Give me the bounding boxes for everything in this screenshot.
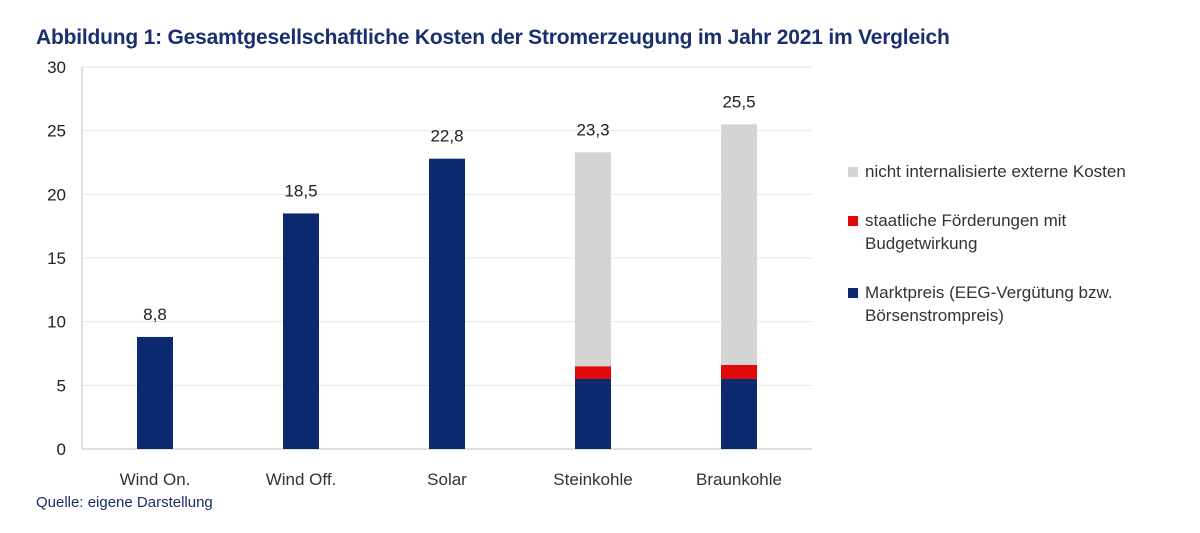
x-tick-label: Wind On. bbox=[120, 470, 191, 489]
y-tick-label: 5 bbox=[57, 376, 66, 395]
data-label: 23,3 bbox=[576, 120, 609, 139]
legend-label: nicht internalisierte externe Kosten bbox=[865, 162, 1126, 181]
legend-swatch bbox=[848, 288, 858, 298]
legend-item-extern: nicht internalisierte externe Kosten bbox=[848, 160, 1178, 183]
data-label: 22,8 bbox=[430, 127, 463, 146]
bar-marktpreis bbox=[429, 158, 465, 449]
x-tick-label: Steinkohle bbox=[553, 470, 632, 489]
bar-marktpreis bbox=[283, 213, 319, 449]
data-label: 18,5 bbox=[284, 181, 317, 200]
bar-marktpreis bbox=[575, 378, 611, 449]
chart-legend: nicht internalisierte externe Kosten staa… bbox=[848, 160, 1178, 353]
chart-title: Abbildung 1: Gesamtgesellschaftliche Kos… bbox=[36, 26, 950, 49]
x-tick-label: Wind Off. bbox=[266, 470, 337, 489]
y-tick-label: 25 bbox=[47, 122, 66, 141]
bar-chart: 0 5 10 15 20 25 30 8,8 Wind On. 18,5 Wind Off. 22,8… bbox=[47, 58, 812, 489]
bar-extern bbox=[721, 124, 757, 365]
x-tick-label: Braunkohle bbox=[696, 470, 782, 489]
y-tick-label: 30 bbox=[47, 58, 66, 77]
y-tick-label: 15 bbox=[47, 249, 66, 268]
data-label: 8,8 bbox=[143, 305, 167, 324]
y-tick-label: 20 bbox=[47, 185, 66, 204]
y-tick-label: 10 bbox=[47, 313, 66, 332]
x-tick-label: Solar bbox=[427, 470, 467, 489]
bar-marktpreis bbox=[721, 378, 757, 449]
source-note: Quelle: eigene Darstellung bbox=[36, 494, 213, 511]
legend-item-foerderung: staatliche Förderungen mit Budgetwirkung bbox=[848, 209, 1178, 255]
bar-foerderung bbox=[721, 364, 757, 379]
legend-item-marktpreis: Marktpreis (EEG-Vergütung bzw. Börsenstr… bbox=[848, 281, 1178, 327]
legend-swatch bbox=[848, 167, 858, 177]
bar-marktpreis bbox=[137, 336, 173, 449]
data-label: 25,5 bbox=[722, 92, 755, 111]
legend-label: staatliche Förderungen mit Budgetwirkung bbox=[865, 211, 1067, 253]
bar-extern bbox=[575, 152, 611, 367]
legend-swatch bbox=[848, 216, 858, 226]
bar-foerderung bbox=[575, 366, 611, 379]
legend-label: Marktpreis (EEG-Vergütung bzw. Börsenstr… bbox=[865, 283, 1113, 325]
y-tick-label: 0 bbox=[57, 440, 66, 459]
